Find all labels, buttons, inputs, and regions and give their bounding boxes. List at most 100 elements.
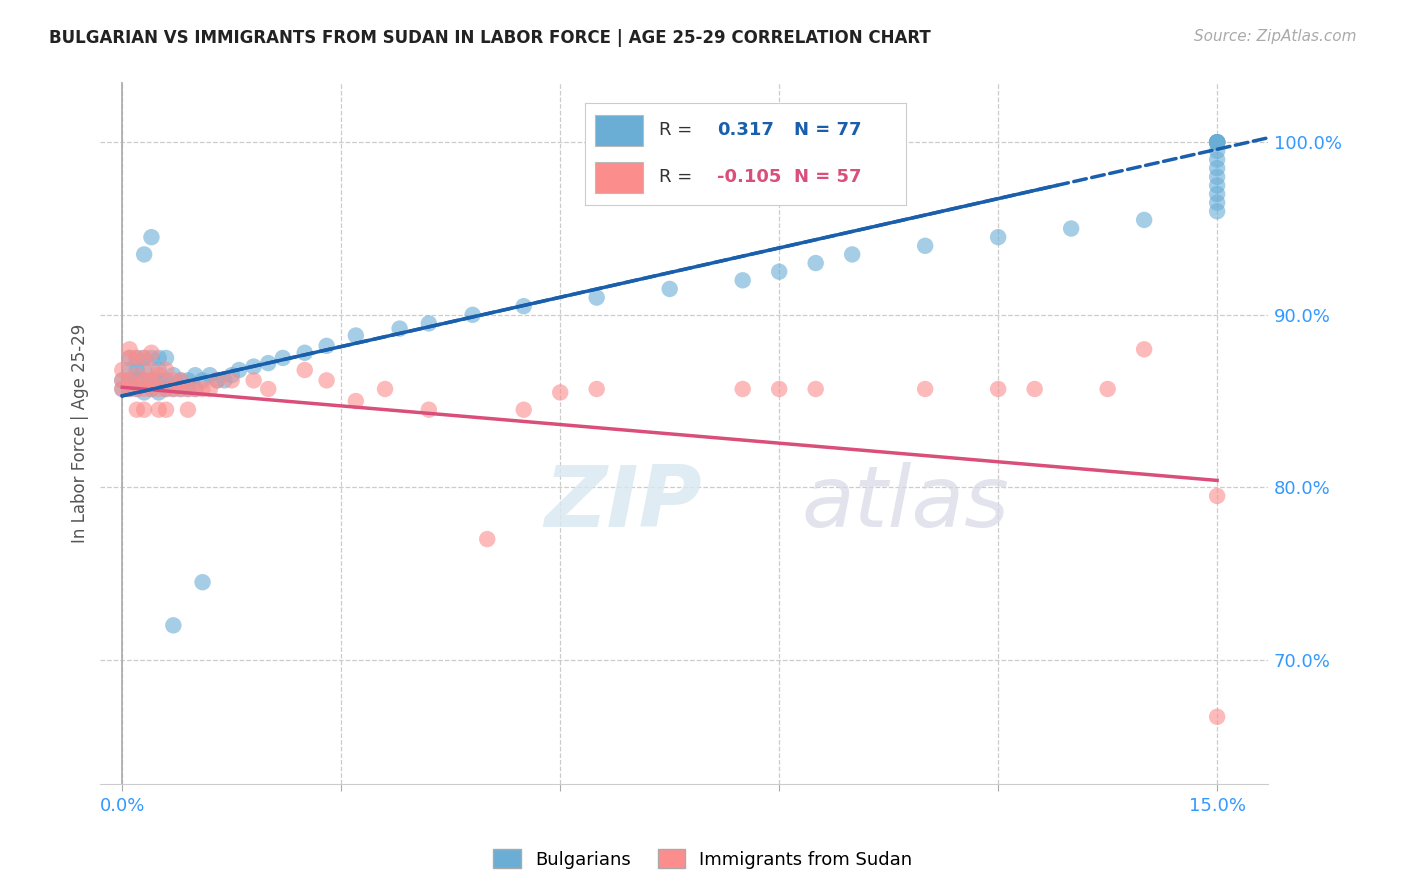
Point [177,402,200,417]
Point [148,373,170,387]
Point [111,363,134,377]
Point [125,373,148,387]
Point [257,382,280,396]
Point [1206,489,1229,503]
Point [294,363,316,377]
Point [184,382,207,396]
Point [141,382,163,396]
Point [162,618,184,632]
Point [388,321,411,335]
Point [1206,136,1229,150]
Point [1206,144,1229,158]
Point [141,345,163,359]
Point [169,373,191,387]
Point [155,351,177,365]
Point [191,373,214,387]
Point [148,382,170,396]
Point [1206,710,1229,724]
Point [804,256,827,270]
Point [585,291,607,305]
Point [658,282,681,296]
Point [155,382,177,396]
Point [134,402,156,417]
Point [512,402,534,417]
Point [461,308,484,322]
Point [841,247,863,261]
Point [111,382,134,396]
Point [1206,136,1229,150]
Point [768,265,790,279]
Point [477,532,499,546]
Point [148,368,170,383]
Point [768,382,790,396]
Point [118,363,141,377]
Point [141,382,163,396]
Point [177,373,200,387]
Point [198,382,221,396]
Point [148,402,170,417]
Point [141,373,163,387]
Point [1024,382,1046,396]
Point [294,345,316,359]
Point [221,373,243,387]
Point [198,368,221,383]
Point [177,382,200,396]
Point [987,382,1010,396]
Point [118,382,141,396]
Point [111,373,134,387]
Point [1133,213,1156,227]
Point [148,351,170,365]
Point [125,363,148,377]
Point [374,382,396,396]
Point [191,382,214,396]
Point [1206,169,1229,184]
Point [804,382,827,396]
Point [1206,187,1229,202]
Point [242,359,264,374]
Point [1206,161,1229,176]
Point [1206,178,1229,193]
Point [134,351,156,365]
Point [184,382,207,396]
Point [1206,136,1229,150]
Point [148,385,170,400]
Point [125,382,148,396]
Point [141,351,163,365]
Point [134,382,156,396]
Y-axis label: In Labor Force | Age 25-29: In Labor Force | Age 25-29 [72,324,89,542]
Point [118,343,141,357]
Point [1206,136,1229,150]
Point [221,368,243,383]
Point [118,351,141,365]
Point [1060,221,1083,235]
Point [134,373,156,387]
Point [118,373,141,387]
Point [1206,136,1229,150]
Point [191,575,214,590]
Point [155,363,177,377]
Point [125,351,148,365]
Point [1206,204,1229,219]
Point [731,273,754,287]
Point [214,373,236,387]
Point [141,363,163,377]
Point [155,373,177,387]
Point [111,382,134,396]
Point [344,328,367,343]
Point [134,373,156,387]
Point [418,317,440,331]
Point [148,363,170,377]
Point [1206,136,1229,150]
Point [111,373,134,387]
Text: BULGARIAN VS IMMIGRANTS FROM SUDAN IN LABOR FORCE | AGE 25-29 CORRELATION CHART: BULGARIAN VS IMMIGRANTS FROM SUDAN IN LA… [49,29,931,46]
Point [914,382,936,396]
Text: ZIP: ZIP [544,462,702,545]
Point [1097,382,1119,396]
Point [118,382,141,396]
Point [169,382,191,396]
Point [271,351,294,365]
Point [585,382,607,396]
Point [177,382,200,396]
Point [315,339,337,353]
Point [1206,136,1229,150]
